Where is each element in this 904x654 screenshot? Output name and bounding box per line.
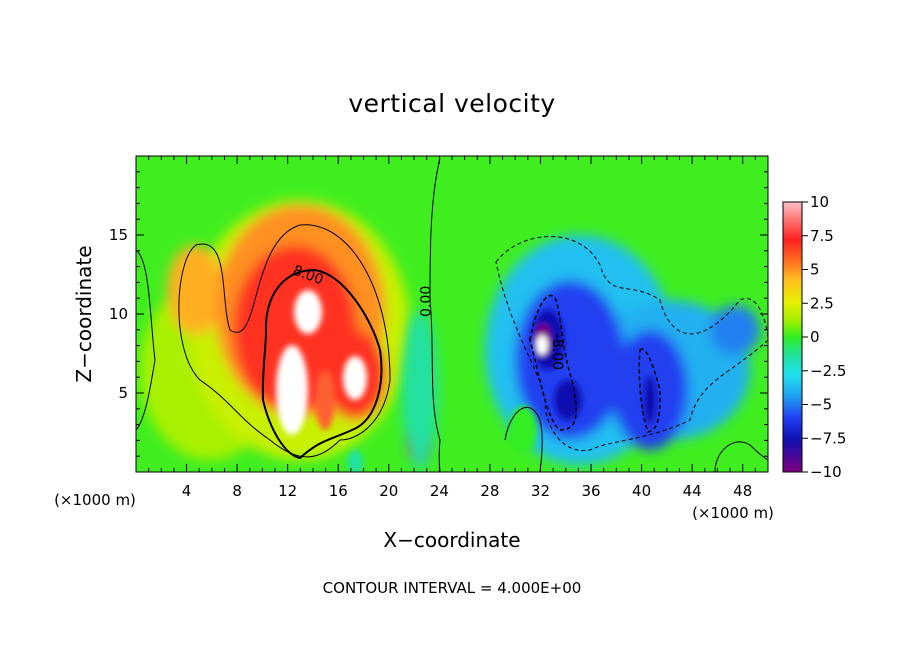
contour-interval-note: CONTOUR INTERVAL = 4.000E+00 bbox=[323, 579, 582, 597]
x-unit-label-left: (×1000 m) bbox=[54, 491, 136, 509]
x-tick-label: 32 bbox=[531, 482, 550, 500]
contour-label: 0.00 bbox=[419, 286, 435, 317]
contour-label: -8.00 bbox=[549, 334, 565, 370]
colorbar-tick-label: 5 bbox=[810, 261, 820, 279]
y-tick-label: 5 bbox=[118, 384, 128, 402]
x-tick-label: 16 bbox=[329, 482, 348, 500]
x-axis-label: X−coordinate bbox=[383, 528, 520, 552]
x-tick-label: 24 bbox=[430, 482, 449, 500]
x-axis-ticks: 4 8 12 16 20 24 28 32 36 40 44 48 bbox=[148, 156, 756, 500]
y-axis-label: Z−coordinate bbox=[72, 245, 96, 382]
heatmap-field bbox=[136, 156, 768, 472]
y-tick-label: 10 bbox=[109, 305, 128, 323]
colorbar-tick-label: −10 bbox=[810, 463, 842, 481]
colorbar-tick-label: 2.5 bbox=[810, 294, 834, 312]
x-tick-label: 12 bbox=[278, 482, 297, 500]
colorbar-tick-label: 10 bbox=[810, 193, 829, 211]
x-tick-label: 4 bbox=[182, 482, 192, 500]
x-tick-label: 40 bbox=[632, 482, 651, 500]
colorbar-tick-label: −2.5 bbox=[810, 362, 846, 380]
x-tick-label: 20 bbox=[379, 482, 398, 500]
colorbar-scale bbox=[783, 202, 802, 472]
x-tick-label: 44 bbox=[683, 482, 702, 500]
y-tick-label: 15 bbox=[109, 226, 128, 244]
x-tick-label: 8 bbox=[232, 482, 242, 500]
x-tick-label: 36 bbox=[581, 482, 600, 500]
x-tick-label: 28 bbox=[480, 482, 499, 500]
colorbar-ticks: 10 7.5 5 2.5 0 −2.5 −5 −7.5 −10 bbox=[802, 193, 846, 481]
colorbar-tick-label: −5 bbox=[810, 396, 832, 414]
colorbar-tick-label: 7.5 bbox=[810, 227, 834, 245]
chart-title: vertical velocity bbox=[348, 89, 555, 118]
colorbar-tick-label: −7.5 bbox=[810, 429, 846, 447]
colorbar-tick-label: 0 bbox=[810, 328, 820, 346]
y-axis-ticks: 5 10 15 bbox=[109, 171, 768, 457]
x-tick-label: 48 bbox=[733, 482, 752, 500]
x-unit-label-right: (×1000 m) bbox=[692, 504, 774, 522]
